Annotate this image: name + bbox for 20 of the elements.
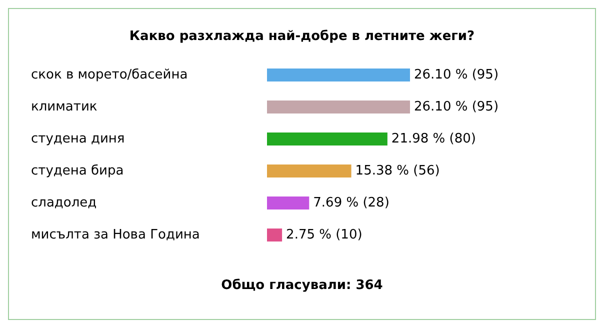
bar xyxy=(267,100,410,114)
y-tick-label: климатик xyxy=(31,100,98,114)
bar xyxy=(267,228,282,242)
y-tick-label: мисълта за Нова Година xyxy=(31,228,200,242)
text: Общо гласували: 364 xyxy=(221,278,383,293)
y-tick-label: скок в морето/басейна xyxy=(31,68,188,82)
data-label: 21.98 % (80) xyxy=(391,132,476,146)
data-label: 26.10 % (95) xyxy=(414,100,499,114)
y-tick-label: студена бира xyxy=(31,164,124,178)
data-label: 7.69 % (28) xyxy=(313,196,390,210)
chart-title: Какво разхлажда най-добре в летните жеги? xyxy=(129,29,475,44)
bar xyxy=(267,68,410,82)
y-tick-label: студена диня xyxy=(31,132,125,146)
bar xyxy=(267,132,388,146)
data-label: 15.38 % (56) xyxy=(355,164,440,178)
y-tick-label: сладолед xyxy=(31,196,97,210)
data-label: 26.10 % (95) xyxy=(414,68,499,82)
bar xyxy=(267,164,352,178)
data-label: 2.75 % (10) xyxy=(286,228,362,242)
bar xyxy=(267,196,310,210)
